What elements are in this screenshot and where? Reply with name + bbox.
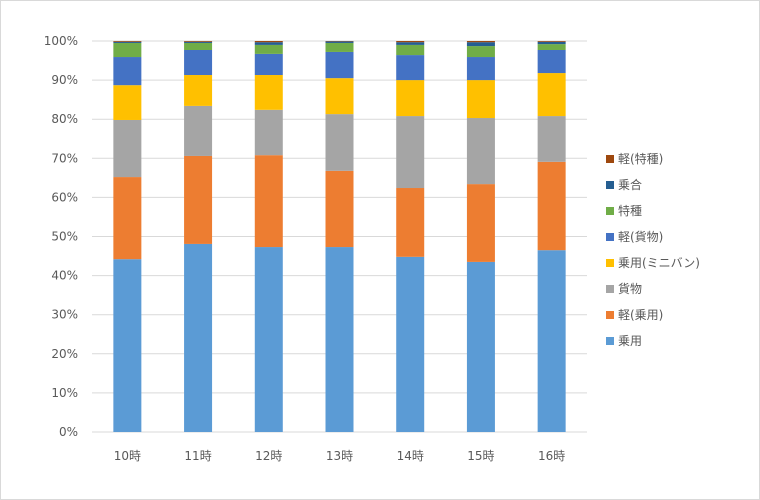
bar-segment-5: [537, 49, 566, 74]
legend-swatch: [606, 233, 614, 241]
bar-segment-1: [113, 259, 142, 432]
legend-label: 特種: [618, 203, 642, 218]
x-tick-label: 12時: [255, 449, 282, 463]
y-tick-label: 50%: [51, 230, 78, 244]
y-tick-label: 40%: [51, 269, 78, 283]
legend-swatch: [606, 207, 614, 215]
bar-segment-8: [184, 41, 213, 42]
y-tick-label: 10%: [51, 386, 78, 400]
bar-segment-5: [325, 51, 354, 79]
bar-segment-6: [537, 44, 566, 50]
bar-segment-8: [466, 41, 495, 43]
y-tick-label: 80%: [51, 112, 78, 126]
legend-swatch: [606, 337, 614, 345]
bar-segment-8: [537, 41, 566, 42]
bar-segment-1: [325, 247, 354, 432]
bar-segment-2: [396, 188, 425, 257]
x-tick-label: 10時: [114, 449, 141, 463]
bar-segment-2: [184, 155, 213, 244]
bar-segment-7: [325, 41, 354, 43]
bar-segment-3: [537, 116, 566, 162]
bar-segment-6: [113, 42, 142, 58]
bar-segment-7: [254, 42, 283, 45]
bar-segment-1: [537, 250, 566, 432]
bar-segment-1: [254, 247, 283, 432]
bar-segment-2: [537, 161, 566, 251]
bar-segment-4: [325, 78, 354, 115]
bar-segment-5: [184, 49, 213, 76]
y-tick-label: 70%: [51, 151, 78, 165]
legend-swatch: [606, 155, 614, 163]
bar-segment-4: [537, 73, 566, 117]
y-tick-label: 30%: [51, 308, 78, 322]
y-tick-label: 100%: [44, 34, 78, 48]
legend-swatch: [606, 285, 614, 293]
bar-segment-3: [184, 105, 213, 156]
bar-segment-6: [184, 42, 213, 50]
legend-label: 乗用: [618, 334, 642, 348]
bar-segment-2: [325, 170, 354, 248]
bar-segment-1: [466, 261, 495, 432]
bar-segment-3: [113, 119, 142, 178]
bar-segment-3: [396, 116, 425, 189]
bar-segment-5: [113, 57, 142, 86]
bar-segment-3: [254, 109, 283, 156]
legend-label: 乗合: [618, 177, 642, 192]
bar-segment-7: [466, 42, 495, 47]
y-tick-label: 0%: [59, 425, 78, 439]
legend-swatch: [606, 181, 614, 189]
bar-segment-4: [396, 80, 425, 117]
bar-segment-5: [254, 53, 283, 76]
bar-segment-6: [325, 42, 354, 52]
bar-segment-3: [466, 118, 495, 185]
legend-label: 軽(特種): [618, 151, 663, 166]
legend-swatch: [606, 311, 614, 319]
bar-segment-6: [396, 44, 425, 56]
bar-segment-5: [396, 55, 425, 81]
bar-segment-4: [254, 75, 283, 110]
bar-segment-7: [113, 41, 142, 43]
bar-segment-8: [113, 41, 142, 42]
bar-segment-4: [184, 75, 213, 106]
bar-segment-2: [466, 184, 495, 262]
bar-segment-1: [396, 256, 425, 432]
y-tick-label: 20%: [51, 347, 78, 361]
x-tick-label: 15時: [467, 449, 494, 463]
x-tick-label: 13時: [326, 449, 353, 463]
bar-segment-8: [396, 41, 425, 43]
bar-segment-3: [325, 114, 354, 171]
bar-segment-7: [396, 42, 425, 45]
legend-label: 乗用(ミニバン): [618, 256, 700, 270]
bar-segment-6: [466, 46, 495, 58]
x-tick-label: 14時: [397, 449, 424, 463]
legend-label: 軽(乗用): [618, 308, 663, 322]
y-tick-label: 60%: [51, 190, 78, 204]
bar-segment-2: [113, 177, 142, 260]
bar-segment-4: [113, 85, 142, 120]
legend-swatch: [606, 259, 614, 267]
y-tick-label: 90%: [51, 73, 78, 87]
legend-label: 軽(貨物): [618, 229, 663, 244]
bar-segment-7: [184, 41, 213, 43]
x-tick-label: 11時: [184, 449, 211, 463]
bar-segment-6: [254, 44, 283, 54]
bar-segment-8: [254, 41, 283, 43]
bar-segment-7: [537, 41, 566, 45]
bar-segment-5: [466, 57, 495, 81]
bar-segment-4: [466, 80, 495, 119]
bar-segment-1: [184, 243, 213, 432]
x-tick-label: 16時: [538, 449, 565, 463]
legend-label: 貨物: [618, 281, 642, 296]
bar-segment-2: [254, 155, 283, 248]
